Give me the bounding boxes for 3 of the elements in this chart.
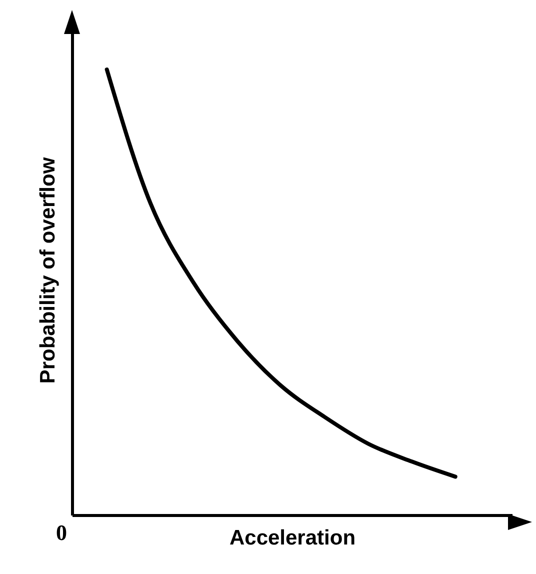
text: 0 [56, 520, 67, 546]
y-axis-title: Probability of overflow [36, 156, 60, 384]
x-axis-title: Acceleration [229, 526, 356, 550]
